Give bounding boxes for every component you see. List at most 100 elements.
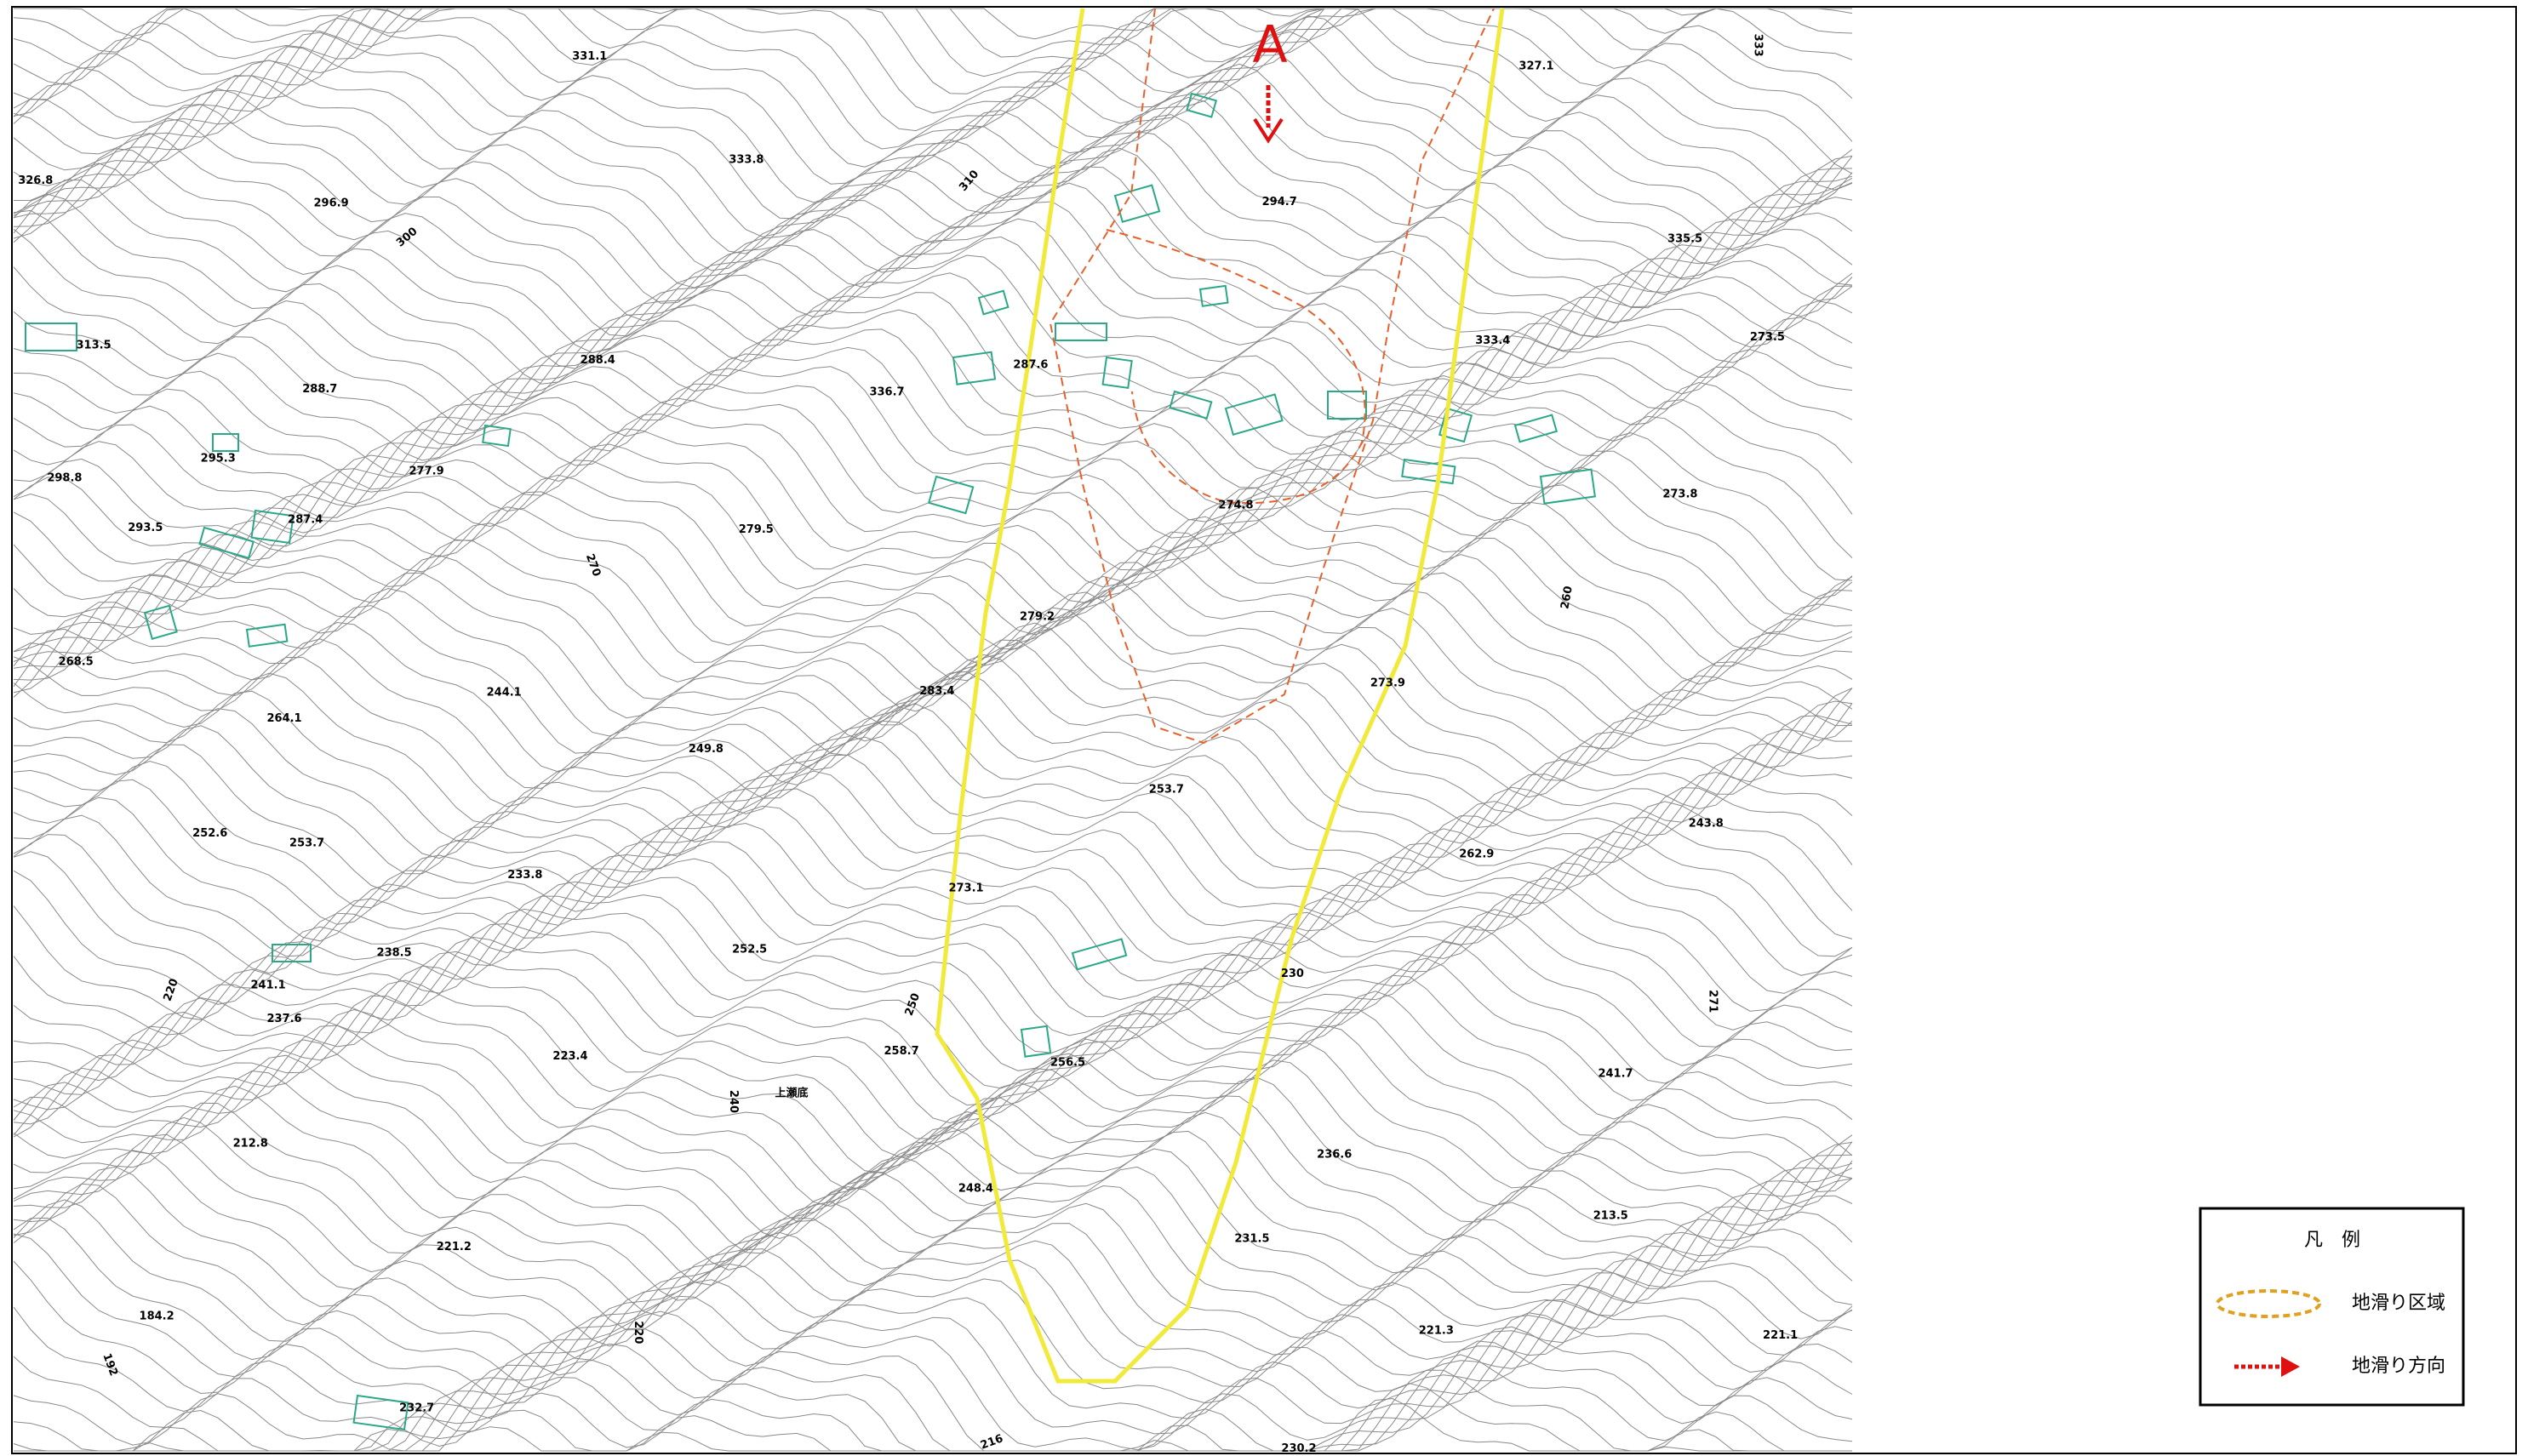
contour-line [13, 894, 1853, 1071]
contour-line [13, 1233, 1853, 1404]
elevation-label: 279.2 [1020, 611, 1055, 624]
elevation-label: 230 [1281, 968, 1304, 980]
contour-line [13, 562, 1853, 734]
elevation-label: 273.9 [1370, 677, 1405, 689]
elevation-label: 192 [100, 1351, 119, 1378]
contour-line [13, 8, 1853, 191]
building [1186, 92, 1218, 118]
building [212, 433, 239, 452]
elevation-label: 279.5 [739, 523, 774, 536]
elevation-label: 335.5 [1667, 232, 1702, 245]
contour-line [13, 8, 1853, 174]
elevation-label: 296.9 [314, 197, 349, 210]
elevation-label: 313.5 [77, 340, 112, 352]
contour-line [13, 147, 1853, 337]
frame [11, 6, 2517, 1454]
contour-line [13, 472, 1853, 634]
elevation-label: 253.7 [289, 836, 324, 849]
contour-line [13, 15, 1853, 205]
elevation-label: 231.5 [1234, 1232, 1269, 1245]
direction-arrow-head [1253, 117, 1284, 144]
elevation-label: 274.8 [1218, 500, 1253, 512]
contour-line [13, 501, 1853, 667]
buildings [25, 92, 1596, 1431]
contour-line [13, 1102, 1853, 1286]
elevation-label: 212.8 [233, 1137, 268, 1150]
contour-line [13, 96, 1853, 288]
legend-title: 凡 例 [2304, 1230, 2360, 1251]
building [25, 323, 77, 351]
elevation-labels: 331.1 326.8 296.9 300 333.8 310 313.5 288.4 288.… [18, 34, 1798, 1455]
contour-line [13, 8, 1853, 150]
elevation-label: 268.5 [59, 656, 94, 669]
legend-item: 地滑り方向 [2352, 1356, 2445, 1377]
elevation-label: 327.1 [1519, 60, 1553, 72]
building [952, 351, 997, 385]
elevation-label: 326.8 [18, 174, 53, 187]
building [1198, 284, 1229, 307]
elevation-label: 220 [161, 977, 180, 1003]
elevation-label: 250 [903, 991, 923, 1018]
elevation-label: 300 [394, 226, 420, 250]
legend: 凡 例 地滑り区域 地滑り方向 [2199, 1207, 2465, 1407]
contour-line [13, 545, 1853, 718]
elevation-label: 223.4 [552, 1050, 587, 1063]
elevation-label: 336.7 [869, 386, 904, 399]
landslide-area [1106, 229, 1366, 505]
building [250, 509, 295, 545]
contour-line [13, 801, 1853, 974]
building [927, 475, 975, 515]
building [1224, 393, 1284, 436]
contour-line [13, 1183, 1853, 1361]
elevation-label: 262.9 [1459, 848, 1494, 861]
building [245, 623, 289, 648]
contour-line [13, 131, 1853, 322]
contour-line [13, 254, 1853, 431]
contour-line [13, 831, 1853, 1005]
elevation-label: 333.8 [729, 153, 764, 166]
boundary-line [935, 8, 1505, 1384]
elevation-label: 260 [1559, 585, 1575, 610]
elevation-label: 230.2 [1281, 1442, 1316, 1455]
building [1169, 390, 1213, 420]
contour-line [13, 1217, 1853, 1390]
contour-line [13, 193, 1853, 385]
building [272, 944, 312, 962]
building [1113, 184, 1161, 223]
contour-line [13, 862, 1853, 1036]
building [352, 1394, 409, 1431]
building [1071, 938, 1128, 971]
elevation-label: 298.8 [47, 471, 82, 484]
contour-line [13, 366, 1853, 518]
contour-line [13, 309, 1853, 477]
building [143, 604, 178, 640]
contour-line [13, 941, 1853, 1124]
contour-line [13, 114, 1853, 304]
contour-line [13, 229, 1853, 415]
contour-line [13, 1133, 1853, 1317]
elevation-label: 237.6 [266, 1013, 301, 1025]
contour-line [14, 1397, 1852, 1452]
contour-line [13, 8, 1853, 132]
contour-line [13, 787, 1853, 957]
elevation-label: 271 [1706, 990, 1719, 1013]
contour-line [13, 209, 1853, 401]
elevation-label: 256.5 [1050, 1056, 1085, 1069]
legend-area-symbol [2216, 1289, 2321, 1318]
contour-line [13, 459, 1853, 617]
contour-line [13, 1150, 1853, 1331]
building [1438, 407, 1473, 443]
contour-line [13, 8, 1853, 77]
elevation-label: 216 [979, 1432, 1005, 1452]
contour-line [13, 1116, 1853, 1301]
contour-line [13, 292, 1853, 461]
contour-line [13, 816, 1853, 989]
contours [13, 8, 1853, 1452]
elevation-label: 243.8 [1689, 817, 1724, 830]
landslide-area [1049, 8, 1495, 745]
contour-line [13, 180, 1853, 369]
elevation-label: 213.5 [1593, 1210, 1628, 1223]
contour-line [13, 654, 1853, 829]
contour-line [13, 639, 1853, 814]
